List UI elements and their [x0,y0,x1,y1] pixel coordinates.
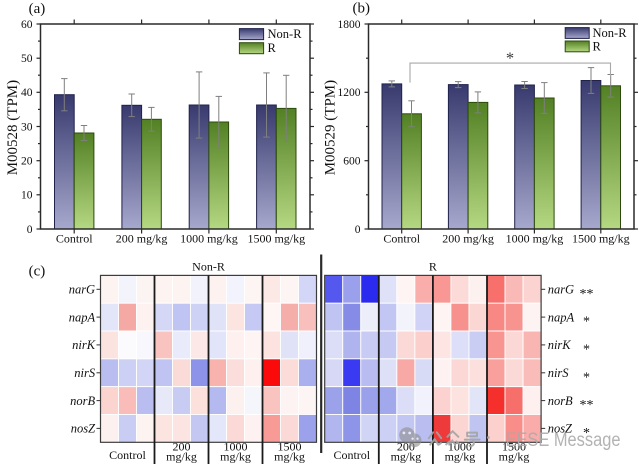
svg-text:*: * [583,315,590,330]
svg-text:mg/kg: mg/kg [220,449,251,463]
svg-text:200 mg/kg: 200 mg/kg [442,232,494,246]
svg-text:600: 600 [343,156,361,168]
svg-text:EESE Message: EESE Message [506,430,621,451]
svg-text:(b): (b) [353,1,371,17]
svg-text:30: 30 [21,121,33,133]
svg-text:1500: 1500 [278,440,302,454]
svg-text:nosZ: nosZ [71,422,96,436]
svg-text:1500 mg/kg: 1500 mg/kg [572,232,630,246]
svg-text:narG: narG [548,283,574,297]
svg-text:Non-R: Non-R [268,27,303,41]
svg-text:nirK: nirK [72,338,96,352]
svg-text:0: 0 [355,224,361,236]
svg-text:*: * [583,370,590,385]
svg-text:Non-R: Non-R [593,26,628,40]
svg-text:mg/kg: mg/kg [274,449,305,463]
svg-text:10: 10 [21,190,33,202]
svg-text:*: * [583,342,590,357]
svg-text:**: ** [580,398,594,413]
svg-text:Non-R: Non-R [192,259,225,273]
svg-text:*: * [506,49,514,68]
svg-text:20: 20 [21,156,33,168]
svg-text:norB: norB [548,394,573,408]
svg-text:*: * [583,426,590,441]
svg-text:mg/kg: mg/kg [499,449,530,463]
svg-text:R: R [593,39,602,53]
svg-text:Control: Control [56,232,93,246]
svg-text:1500: 1500 [502,440,526,454]
svg-text:1800: 1800 [338,19,361,31]
svg-text:M00528 (TPM): M00528 (TPM) [5,80,21,175]
svg-text:mg/kg: mg/kg [445,449,476,463]
svg-text:nirK: nirK [548,338,572,352]
svg-text:40: 40 [21,87,33,99]
svg-text:nirS: nirS [548,366,570,380]
svg-text:nosZ: nosZ [548,422,573,436]
svg-text:Control: Control [109,448,146,462]
svg-text:**: ** [580,287,594,302]
svg-text:Control: Control [383,232,420,246]
svg-text:60: 60 [21,19,33,31]
svg-text:0: 0 [27,224,33,236]
svg-text:M00529 (TPM): M00529 (TPM) [323,80,339,175]
svg-text:(c): (c) [29,264,46,280]
svg-text:napA: napA [548,310,575,324]
svg-text:Control: Control [333,448,370,462]
svg-text:1200: 1200 [338,87,361,99]
svg-text:50: 50 [21,53,33,65]
svg-text:1000: 1000 [224,440,248,454]
svg-text:napA: napA [69,310,96,324]
svg-text:narG: narG [69,283,95,297]
svg-text:mg/kg: mg/kg [166,449,197,463]
svg-text:(a): (a) [29,1,46,17]
svg-text:200: 200 [173,440,191,454]
svg-text:1000 mg/kg: 1000 mg/kg [506,232,564,246]
svg-text:1500 mg/kg: 1500 mg/kg [247,232,305,246]
svg-text:R: R [268,41,277,55]
svg-text:mg/kg: mg/kg [391,449,422,463]
svg-text:200 mg/kg: 200 mg/kg [116,232,168,246]
svg-text:nirS: nirS [74,366,96,380]
svg-text:1000 mg/kg: 1000 mg/kg [180,232,238,246]
svg-text:norB: norB [70,394,95,408]
svg-text:R: R [429,259,437,273]
